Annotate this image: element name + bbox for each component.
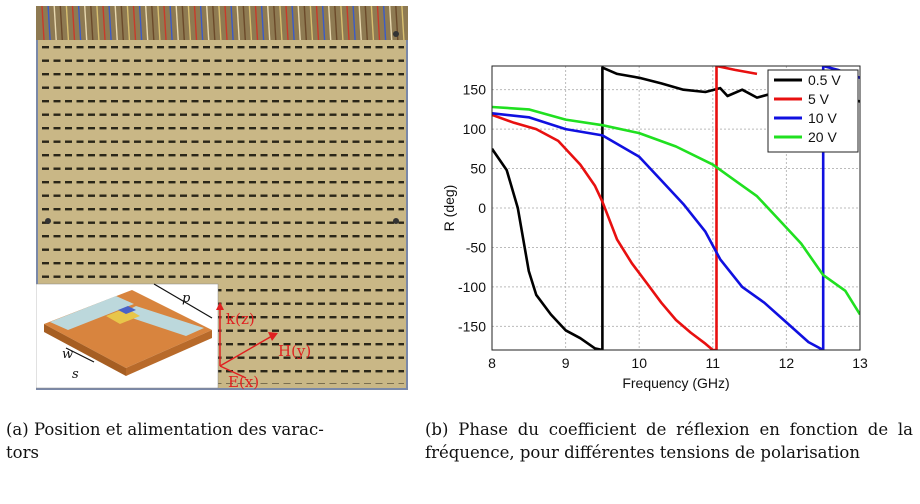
caption-b-text: (b) Phase du coefficient de réflexion en…: [425, 420, 913, 462]
chart-ticks: 8 9 10 11 12 13 150 100 50 0 -50 -100 -150: [458, 82, 868, 371]
label-k: k(z): [226, 310, 255, 328]
figure-b-chart: 8 9 10 11 12 13 150 100 50 0 -50 -100 -150 Frequency…: [440, 60, 880, 406]
chart-legend: 0.5 V 5 V 10 V 20 V: [767, 69, 859, 153]
phase-chart: 8 9 10 11 12 13 150 100 50 0 -50 -100 -150 Frequency…: [440, 60, 880, 406]
legend-label: 20 V: [808, 129, 837, 145]
y-tick-label: -100: [458, 279, 486, 295]
label-e: E(x): [228, 373, 259, 390]
figure-a-photo: p w s k(z) H(y) E(x): [35, 5, 408, 391]
caption-a-text: (a) Position et alimentation des varac- …: [6, 420, 324, 462]
label-w: w: [62, 347, 73, 362]
unit-cell-inset: p w s: [35, 283, 219, 389]
field-axes: k(z) H(y) E(x): [216, 302, 311, 391]
y-tick-label: -150: [458, 318, 486, 334]
y-tick-label: -50: [466, 239, 486, 255]
y-tick-label: 50: [470, 161, 486, 177]
y-tick-label: 150: [463, 82, 487, 98]
board-photo: p w s k(z) H(y) E(x): [35, 5, 408, 391]
x-tick-label: 10: [631, 355, 647, 371]
x-tick-label: 9: [562, 355, 570, 371]
x-tick-label: 11: [706, 355, 721, 371]
x-tick-label: 12: [779, 355, 795, 371]
plot-frame: [491, 65, 861, 351]
legend-label: 0.5 V: [808, 72, 841, 88]
legend-label: 10 V: [808, 110, 837, 126]
legend-label: 5 V: [808, 91, 830, 107]
x-tick-label: 13: [852, 355, 868, 371]
x-axis-label: Frequency (GHz): [622, 375, 729, 391]
x-tick-label: 8: [488, 355, 496, 371]
y-axis-label: R (deg): [441, 185, 457, 232]
series-line-3: [492, 105, 860, 316]
label-s: s: [72, 367, 79, 382]
label-p: p: [182, 291, 191, 306]
y-tick-label: 100: [463, 121, 487, 137]
y-tick-label: 0: [478, 200, 486, 216]
series-line-1: [492, 66, 758, 350]
wire-strands: [41, 5, 405, 41]
caption-a: (a) Position et alimentation des varac- …: [6, 418, 416, 464]
series-line-2: [492, 66, 860, 350]
label-h: H(y): [278, 342, 311, 360]
caption-b: (b) Phase du coefficient de réflexion en…: [425, 418, 913, 464]
